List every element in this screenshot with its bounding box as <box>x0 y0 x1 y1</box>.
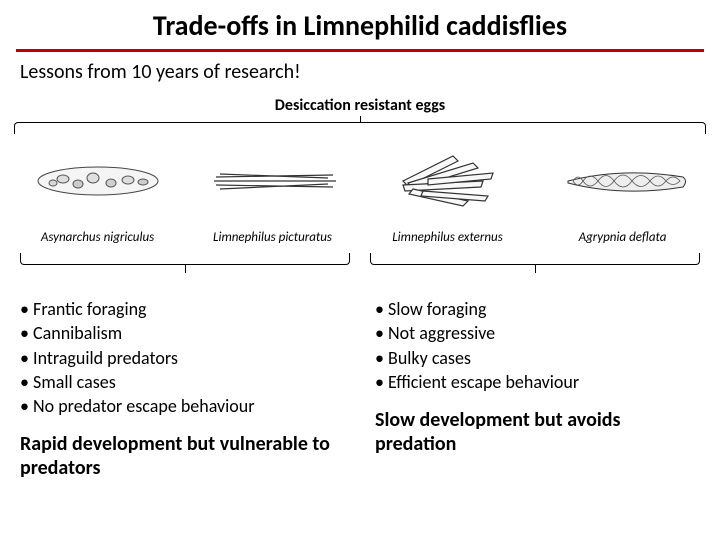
specimen-row <box>0 136 720 226</box>
list-item: Slow foraging <box>375 297 700 321</box>
bottom-bracket-left <box>20 253 350 265</box>
left-bullets: Frantic foraging Cannibalism Intraguild … <box>20 297 345 418</box>
list-item: Frantic foraging <box>20 297 345 321</box>
list-item: Bulky cases <box>375 346 700 370</box>
specimen-1 <box>18 151 178 211</box>
lower-bracket-region <box>0 251 720 271</box>
species-label: Limnephilus externus <box>368 230 528 245</box>
top-bracket-label: Desiccation resistant eggs <box>0 96 720 115</box>
species-label: Agrypnia deflata <box>543 230 703 245</box>
left-column: Frantic foraging Cannibalism Intraguild … <box>20 297 345 480</box>
page-title: Trade-offs in Limnephilid caddisflies <box>0 0 720 49</box>
species-label: Asynarchus nigriculus <box>18 230 178 245</box>
title-underline <box>16 49 704 52</box>
species-label-row: Asynarchus nigriculus Limnephilus pictur… <box>0 226 720 251</box>
right-conclusion: Slow development but avoids predation <box>375 408 700 456</box>
subtitle: Lessons from 10 years of research! <box>0 60 720 96</box>
list-item: Not aggressive <box>375 321 700 345</box>
list-item: No predator escape behaviour <box>20 394 345 418</box>
bracket-stem-left <box>185 265 186 273</box>
specimen-3 <box>368 151 528 211</box>
caddisfly-case-icon <box>373 151 523 211</box>
list-item: Small cases <box>20 370 345 394</box>
caddisfly-case-icon <box>548 159 698 204</box>
specimen-4 <box>543 151 703 211</box>
specimen-2 <box>193 151 353 211</box>
caddisfly-case-icon <box>198 159 348 204</box>
caddisfly-case-icon <box>23 159 173 204</box>
list-item: Cannibalism <box>20 321 345 345</box>
top-bracket <box>14 122 706 134</box>
top-bracket-region: Desiccation resistant eggs <box>0 96 720 136</box>
left-conclusion: Rapid development but vulnerable to pred… <box>20 432 345 480</box>
right-bullets: Slow foraging Not aggressive Bulky cases… <box>375 297 700 394</box>
bottom-bracket-right <box>370 253 700 265</box>
bracket-stem-right <box>535 265 536 273</box>
species-label: Limnephilus picturatus <box>193 230 353 245</box>
list-item: Intraguild predators <box>20 346 345 370</box>
comparison-columns: Frantic foraging Cannibalism Intraguild … <box>0 297 720 480</box>
list-item: Efficient escape behaviour <box>375 370 700 394</box>
right-column: Slow foraging Not aggressive Bulky cases… <box>375 297 700 480</box>
